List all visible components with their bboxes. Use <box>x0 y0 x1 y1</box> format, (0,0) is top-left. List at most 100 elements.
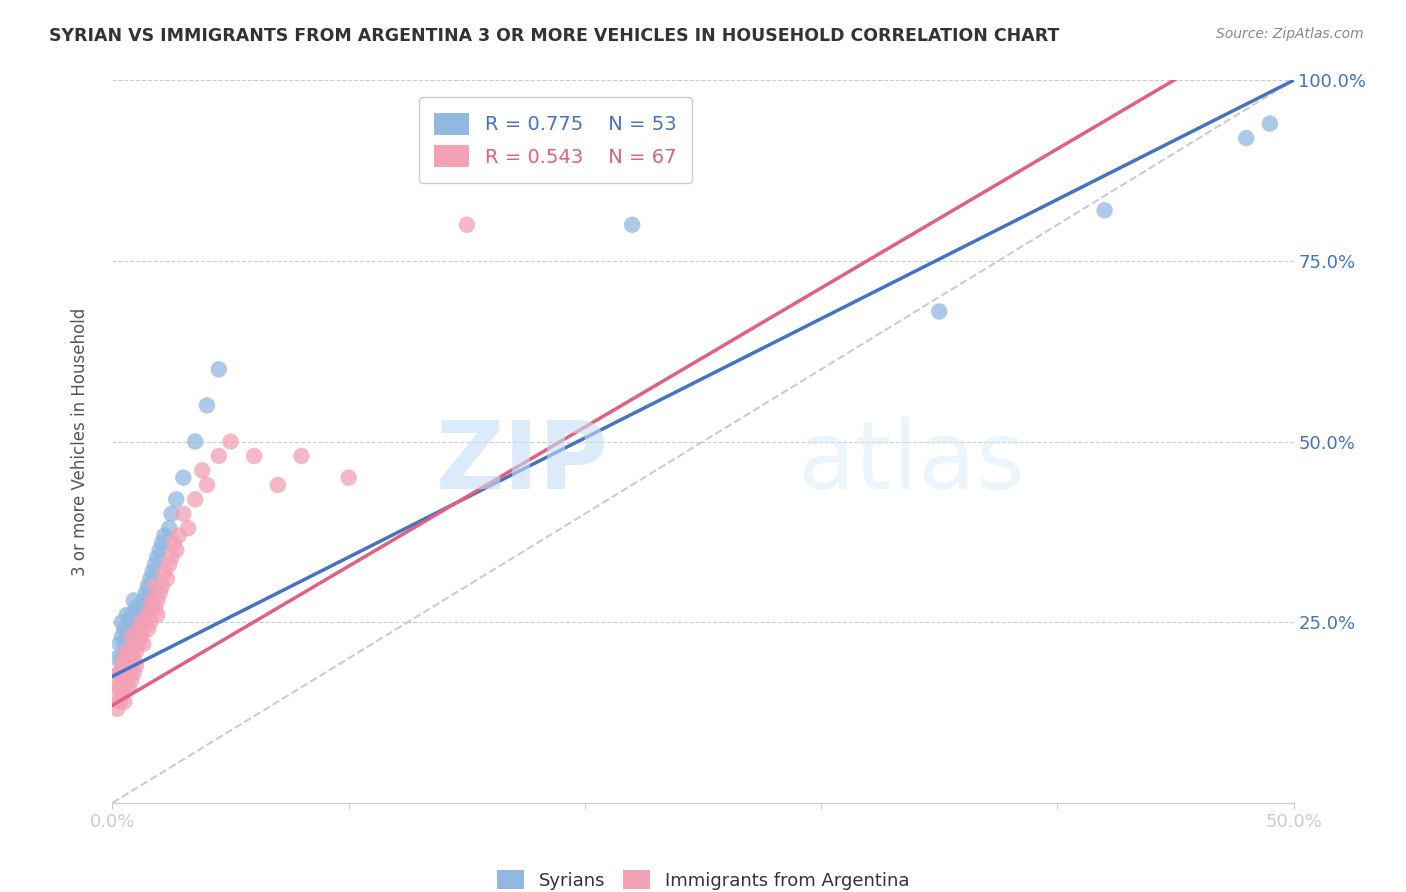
Point <box>111 630 134 644</box>
Point <box>163 535 186 549</box>
Point <box>456 218 478 232</box>
Point <box>208 362 231 376</box>
Point <box>129 615 152 630</box>
Point <box>139 615 162 630</box>
Point <box>105 673 128 687</box>
Point <box>111 651 134 665</box>
Point <box>105 651 128 665</box>
Point <box>125 600 148 615</box>
Point <box>156 572 179 586</box>
Point <box>503 131 526 145</box>
Point <box>122 665 145 680</box>
Point <box>112 623 135 637</box>
Point <box>108 695 131 709</box>
Point <box>132 593 155 607</box>
Point <box>195 398 218 412</box>
Point <box>127 623 149 637</box>
Point <box>112 651 135 665</box>
Point <box>111 615 134 630</box>
Point <box>184 434 207 449</box>
Point <box>129 615 152 630</box>
Point <box>108 665 131 680</box>
Point <box>160 550 183 565</box>
Point <box>118 644 141 658</box>
Point <box>132 607 155 622</box>
Point <box>129 630 152 644</box>
Point <box>153 528 176 542</box>
Point <box>219 434 242 449</box>
Point <box>120 623 142 637</box>
Point <box>143 600 166 615</box>
Point <box>120 658 142 673</box>
Text: Source: ZipAtlas.com: Source: ZipAtlas.com <box>1216 27 1364 41</box>
Point <box>165 492 187 507</box>
Point <box>104 687 127 701</box>
Point <box>118 665 141 680</box>
Point <box>129 600 152 615</box>
Point <box>120 644 142 658</box>
Point <box>108 637 131 651</box>
Point <box>112 695 135 709</box>
Point <box>146 607 169 622</box>
Point <box>118 630 141 644</box>
Point <box>125 615 148 630</box>
Point <box>149 542 172 557</box>
Point <box>195 478 218 492</box>
Point <box>120 673 142 687</box>
Legend: Syrians, Immigrants from Argentina: Syrians, Immigrants from Argentina <box>489 863 917 892</box>
Point <box>115 637 138 651</box>
Point <box>208 449 231 463</box>
Point <box>143 558 166 572</box>
Point <box>135 615 157 630</box>
Point <box>115 623 138 637</box>
Point <box>125 630 148 644</box>
Point <box>125 630 148 644</box>
Point <box>142 593 165 607</box>
Point <box>115 607 138 622</box>
Point <box>153 565 176 579</box>
Point <box>1258 117 1281 131</box>
Point <box>621 218 644 232</box>
Point <box>136 623 159 637</box>
Y-axis label: 3 or more Vehicles in Household: 3 or more Vehicles in Household <box>70 308 89 575</box>
Point <box>157 521 180 535</box>
Point <box>111 687 134 701</box>
Point <box>290 449 312 463</box>
Point <box>143 579 166 593</box>
Point <box>135 600 157 615</box>
Point <box>267 478 290 492</box>
Point <box>139 586 162 600</box>
Point <box>105 702 128 716</box>
Point <box>120 630 142 644</box>
Point <box>122 637 145 651</box>
Point <box>122 637 145 651</box>
Point <box>1094 203 1116 218</box>
Point <box>167 528 190 542</box>
Point <box>132 623 155 637</box>
Point <box>125 658 148 673</box>
Point <box>127 607 149 622</box>
Point <box>191 463 214 477</box>
Point <box>115 658 138 673</box>
Point <box>122 593 145 607</box>
Point <box>184 492 207 507</box>
Point <box>122 651 145 665</box>
Point <box>157 558 180 572</box>
Point <box>146 593 169 607</box>
Point <box>127 637 149 651</box>
Point <box>132 637 155 651</box>
Point <box>337 470 360 484</box>
Point <box>112 665 135 680</box>
Point <box>139 572 162 586</box>
Point <box>165 542 187 557</box>
Point <box>120 607 142 622</box>
Point <box>112 651 135 665</box>
Point <box>142 565 165 579</box>
Point <box>136 593 159 607</box>
Point <box>160 507 183 521</box>
Point <box>118 651 141 665</box>
Point <box>118 615 141 630</box>
Point <box>150 535 173 549</box>
Point <box>928 304 950 318</box>
Point <box>127 623 149 637</box>
